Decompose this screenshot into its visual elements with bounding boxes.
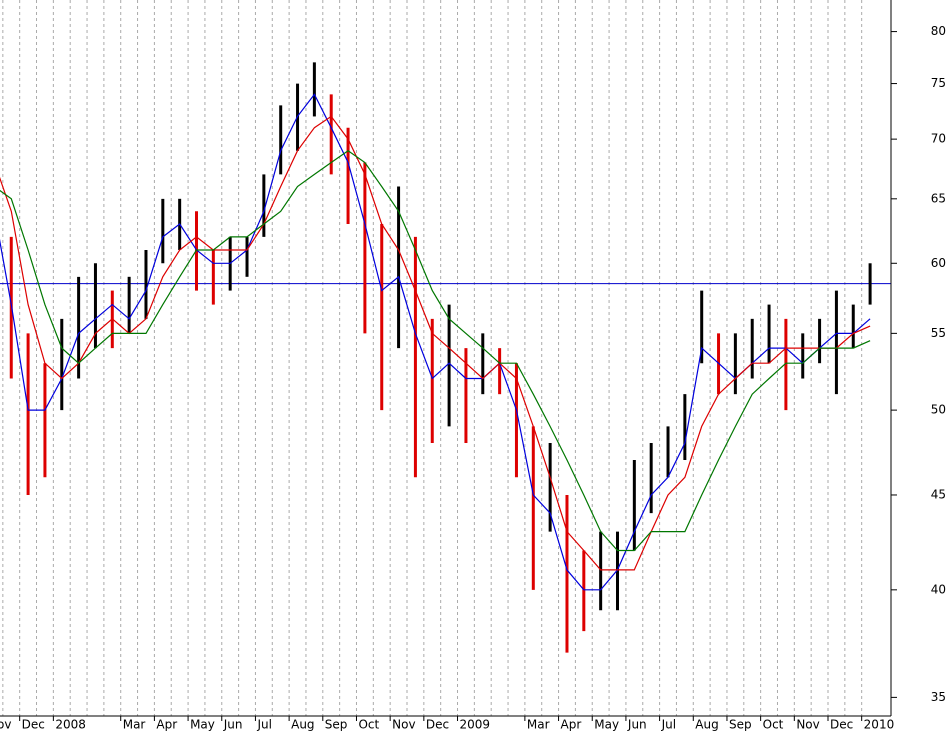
x-tick-label: Dec [830, 718, 853, 732]
moving-average-line [0, 115, 871, 571]
x-tick-label: Jun [223, 718, 243, 732]
y-tick-label: 80 [931, 24, 946, 38]
x-tick-label: Jul [256, 718, 271, 732]
y-tick-label: 60 [931, 256, 946, 270]
x-tick-label: Sep [729, 718, 752, 732]
x-tick-label: Aug [695, 718, 718, 732]
x-tick-label: 2008 [55, 718, 86, 732]
x-tick-label: Oct [358, 718, 379, 732]
plot-area [0, 0, 891, 716]
y-tick-label: 40 [931, 582, 946, 596]
x-tick-label: Jul [661, 718, 676, 732]
x-tick-label: Apr [561, 718, 582, 732]
x-tick-label: 2009 [460, 718, 491, 732]
y-tick-label: 35 [931, 690, 946, 704]
x-tick-label: Dec [22, 718, 45, 732]
moving-average-line [0, 149, 871, 552]
y-tick-label: 45 [931, 487, 946, 501]
x-tick-label: May [594, 718, 619, 732]
x-tick-label: Dec [426, 718, 449, 732]
y-tick-label: 70 [931, 132, 946, 146]
x-tick-label: 2010 [864, 718, 895, 732]
y-tick-label: 50 [931, 403, 946, 417]
x-tick-label: Nov [0, 718, 11, 732]
x-tick-label: Apr [156, 718, 177, 732]
y-tick-label: 75 [931, 76, 946, 90]
x-tick-label: Sep [325, 718, 348, 732]
y-tick-label: 55 [931, 326, 946, 340]
x-tick-label: Mar [123, 718, 146, 732]
x-tick-label: May [190, 718, 215, 732]
x-tick-label: Aug [291, 718, 314, 732]
x-tick-label: Nov [796, 718, 819, 732]
x-tick-label: Nov [392, 718, 415, 732]
x-tick-label: Mar [527, 718, 550, 732]
y-tick-label: 65 [931, 191, 946, 205]
x-tick-label: Jun [627, 718, 647, 732]
x-tick-label: Oct [763, 718, 784, 732]
moving-average-line [0, 93, 871, 591]
